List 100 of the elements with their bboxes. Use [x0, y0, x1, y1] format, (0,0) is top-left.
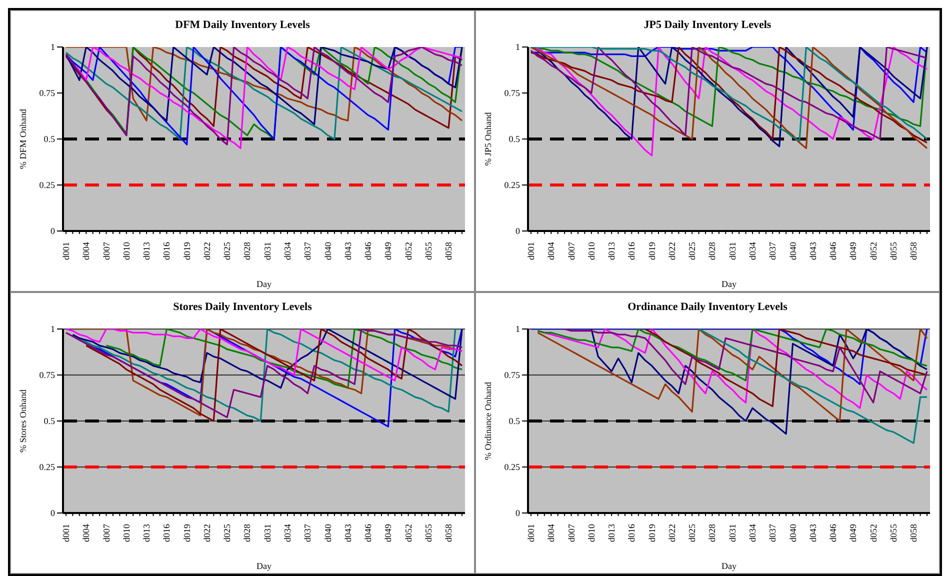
x-tick-label: d046: [828, 524, 838, 542]
x-tick-label: d013: [606, 242, 617, 260]
x-tick-label: d001: [526, 242, 536, 260]
x-tick-label: d013: [142, 524, 152, 542]
chart-title: Ordinance Daily Inventory Levels: [626, 300, 788, 315]
x-tick-label: d052: [403, 524, 414, 542]
x-tick-label: d001: [61, 242, 71, 260]
x-tick-label: d034: [747, 242, 758, 260]
x-tick-label: d058: [444, 242, 454, 260]
x-tick-label: d022: [666, 242, 677, 260]
x-tick-label: d019: [182, 242, 192, 260]
x-tick-label: d055: [423, 242, 434, 260]
y-tick-label: 0.5: [508, 134, 520, 144]
chart-title: Stores Daily Inventory Levels: [172, 300, 313, 315]
x-tick-label: d028: [707, 242, 718, 260]
x-tick-label: d049: [848, 524, 858, 542]
x-tick-label: d034: [282, 242, 292, 260]
x-tick-label: d016: [626, 524, 637, 542]
y-axis-title: % Stores Onhand: [18, 389, 28, 452]
x-tick-label: d010: [586, 242, 596, 260]
x-tick-label: d019: [646, 524, 657, 542]
x-tick-label: d001: [61, 524, 71, 542]
y-tick-label: 0.25: [504, 462, 520, 472]
x-tick-label: d043: [808, 242, 818, 260]
x-tick-label: d013: [142, 242, 152, 260]
x-tick-label: d055: [888, 524, 898, 542]
line-series: [590, 329, 928, 435]
x-tick-label: d058: [908, 524, 919, 542]
x-tick-label: d025: [222, 524, 232, 542]
x-tick-label: d007: [566, 242, 576, 260]
x-axis-title: Day: [256, 279, 272, 289]
x-tick-label: d052: [868, 242, 878, 260]
x-tick-label: d031: [262, 524, 272, 542]
x-tick-label: d013: [606, 524, 617, 542]
x-tick-label: d040: [322, 524, 333, 542]
x-tick-label: d040: [788, 524, 798, 542]
x-tick-label: d049: [848, 242, 858, 260]
x-tick-label: d037: [768, 524, 778, 542]
x-tick-label: d031: [727, 524, 738, 542]
x-tick-label: d043: [342, 242, 353, 260]
x-tick-label: d028: [242, 524, 252, 542]
x-tick-label: d037: [302, 524, 313, 542]
x-tick-label: d031: [727, 242, 738, 260]
y-tick-label: 0.5: [44, 416, 56, 426]
y-tick-label: 0.75: [504, 88, 520, 98]
x-tick-label: d037: [302, 242, 313, 260]
line-series: [644, 329, 928, 408]
line-series: [105, 329, 463, 389]
x-tick-label: d040: [322, 242, 333, 260]
x-tick-label: d007: [101, 242, 112, 260]
x-tick-label: d058: [444, 524, 454, 542]
x-tick-label: d004: [81, 242, 92, 260]
y-tick-label: 1: [516, 324, 520, 334]
y-axis-title: % JP5 Onhand: [483, 112, 494, 166]
x-tick-label: d025: [687, 242, 698, 260]
y-tick-label: 0.25: [39, 180, 56, 190]
x-tick-label: d007: [566, 524, 576, 542]
x-tick-label: d016: [626, 242, 637, 260]
x-tick-label: d025: [222, 242, 232, 260]
chart-title: DFM Daily Inventory Levels: [174, 18, 311, 33]
x-tick-label: d034: [747, 524, 758, 542]
y-tick-label: 1: [516, 42, 520, 52]
x-tick-label: d031: [262, 242, 272, 260]
x-tick-label: d001: [526, 524, 536, 542]
x-tick-label: d016: [162, 242, 172, 260]
x-tick-label: d037: [768, 242, 778, 260]
x-tick-label: d043: [342, 524, 353, 542]
x-tick-label: d043: [808, 524, 818, 542]
x-tick-label: d025: [687, 524, 698, 542]
x-tick-label: d052: [868, 524, 878, 542]
x-tick-label: d046: [828, 242, 838, 260]
x-tick-label: d016: [162, 524, 172, 542]
x-tick-label: d019: [182, 524, 192, 542]
x-tick-label: d040: [788, 242, 798, 260]
x-tick-label: d010: [121, 524, 132, 542]
y-tick-label: 0.5: [44, 134, 56, 144]
x-tick-label: d022: [666, 524, 677, 542]
x-tick-label: d010: [586, 524, 596, 542]
x-tick-label: d052: [403, 242, 414, 260]
x-tick-label: d046: [363, 242, 374, 260]
y-axis-title: % DFM Onhand: [18, 108, 28, 169]
y-tick-label: 1: [50, 42, 55, 52]
x-tick-label: d010: [121, 242, 132, 260]
line-series: [65, 329, 463, 382]
y-axis-title: % Ordinance Onhand: [483, 382, 494, 460]
chart-title: JP5 Daily Inventory Levels: [642, 18, 772, 33]
x-tick-label: d055: [888, 242, 898, 260]
x-tick-label: d022: [202, 242, 212, 260]
x-tick-label: d058: [908, 242, 919, 260]
x-tick-label: d028: [707, 524, 718, 542]
y-tick-label: 1: [50, 324, 55, 334]
line-series: [698, 329, 928, 444]
x-axis-title: Day: [722, 561, 737, 571]
y-tick-label: 0: [50, 508, 56, 518]
x-tick-label: d034: [282, 524, 292, 542]
x-axis-title: Day: [256, 561, 272, 571]
y-tick-label: 0.5: [508, 416, 520, 426]
x-tick-label: d049: [383, 242, 394, 260]
y-tick-label: 0.75: [504, 370, 520, 380]
x-axis-title: Day: [722, 279, 737, 289]
